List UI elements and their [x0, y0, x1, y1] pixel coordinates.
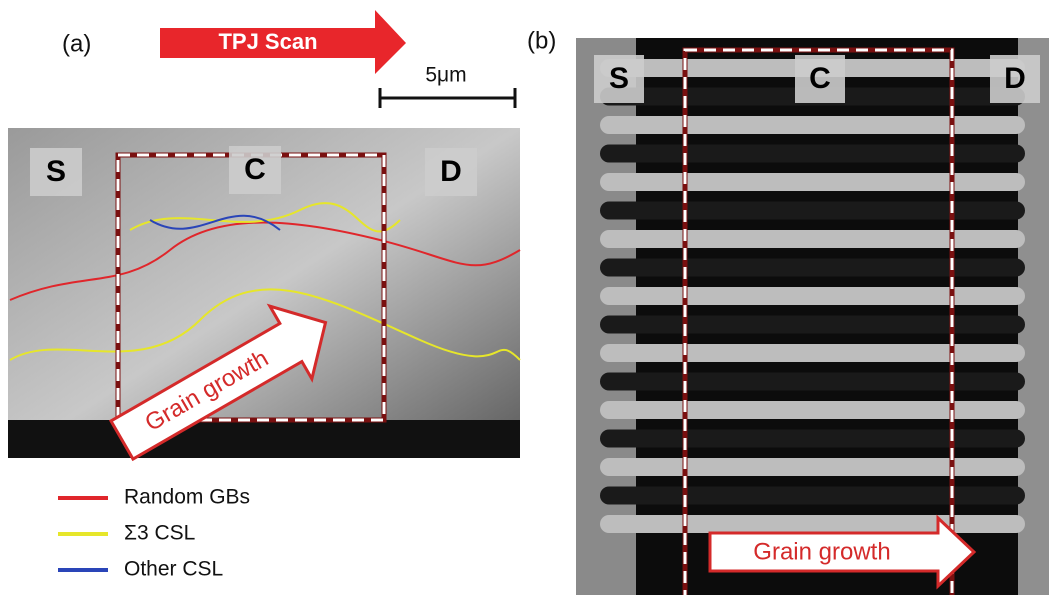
- stripe: [600, 259, 1025, 277]
- stripe: [600, 116, 1025, 134]
- region-label: D: [440, 155, 462, 188]
- stripe: [600, 145, 1025, 163]
- legend: Random GBs Σ3 CSL Other CSL: [58, 486, 250, 581]
- stripe: [600, 202, 1025, 220]
- legend-label: Σ3 CSL: [124, 522, 195, 545]
- stripe: [600, 230, 1025, 248]
- stripe: [600, 287, 1025, 305]
- panel-label: (a): [62, 30, 91, 57]
- region-label: D: [1004, 62, 1026, 95]
- stripe: [600, 401, 1025, 419]
- stripe: [600, 487, 1025, 505]
- panel-label: (b): [527, 27, 556, 54]
- stripe: [600, 173, 1025, 191]
- region-label: S: [609, 62, 629, 95]
- scale-bar: [380, 88, 515, 108]
- scan-label: TPJ Scan: [218, 29, 317, 54]
- growth-label: Grain growth: [753, 538, 890, 565]
- stripe: [600, 344, 1025, 362]
- stripe: [600, 458, 1025, 476]
- legend-label: Other CSL: [124, 558, 223, 581]
- stripe: [600, 515, 1025, 533]
- region-label: S: [46, 155, 66, 188]
- legend-label: Random GBs: [124, 486, 250, 509]
- figure: (a) (b) TPJ Scan 5μm S C D Grain growth …: [0, 0, 1049, 595]
- region-label: C: [809, 62, 831, 95]
- stripe: [600, 430, 1025, 448]
- scale-label: 5μm: [425, 64, 466, 87]
- stripe: [600, 316, 1025, 334]
- panel-b-image: [576, 38, 1049, 595]
- region-label: C: [244, 153, 266, 186]
- stripe: [600, 373, 1025, 391]
